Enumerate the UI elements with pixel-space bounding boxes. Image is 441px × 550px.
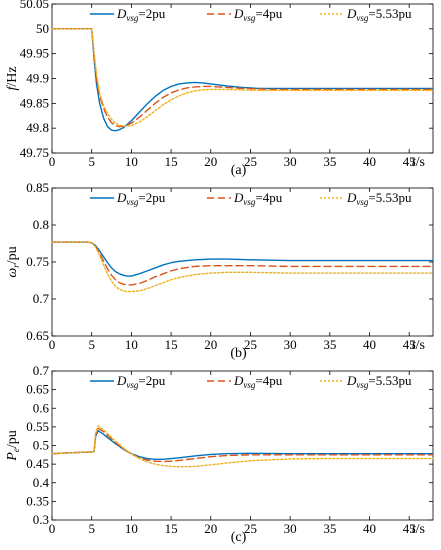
x-tick-label: 5 [88, 337, 95, 352]
series-line-2 [51, 241, 434, 286]
plot-frame [51, 3, 434, 154]
series-line-2 [51, 28, 434, 128]
x-tick-label: 5 [88, 521, 95, 536]
x-tick-label: 25 [244, 521, 257, 536]
svg-text:Pe/pu: Pe/pu [5, 430, 21, 461]
plot-frame [51, 370, 434, 521]
series-line-2 [51, 427, 434, 463]
y-tick-label: 0.45 [26, 456, 49, 471]
x-tick-label: 15 [165, 154, 178, 169]
panel-label: (c) [231, 530, 247, 545]
y-tick-label: 49.95 [20, 46, 49, 61]
x-tick-label: 10 [125, 521, 138, 536]
y-tick-label: 50 [36, 21, 49, 36]
x-tick-label: 45 [403, 337, 416, 352]
x-tick-label: 0 [49, 337, 56, 352]
x-tick-label: 20 [204, 154, 217, 169]
x-tick-label: 15 [165, 521, 178, 536]
x-tick-label: 20 [204, 521, 217, 536]
y-tick-label: 49.8 [26, 120, 49, 135]
y-tick-label: 0.6 [33, 400, 50, 415]
y-axis-label: ωr/pu [5, 246, 21, 277]
x-axis-label: t/s [412, 155, 425, 170]
x-axis-label: t/s [412, 338, 425, 353]
plot-frame [51, 187, 434, 337]
x-tick-label: 15 [165, 337, 178, 352]
series-line-3 [51, 425, 434, 468]
x-tick-label: 20 [204, 337, 217, 352]
x-tick-label: 45 [403, 521, 416, 536]
series-line-3 [51, 28, 434, 127]
y-tick-label: 0.65 [26, 328, 49, 343]
legend-entry-3: Dvsg=5.53pu [346, 190, 412, 207]
x-tick-label: 5 [88, 154, 95, 169]
legend-entry-1: Dvsg=2pu [116, 6, 166, 23]
x-tick-label: 10 [125, 337, 138, 352]
x-tick-label: 45 [403, 154, 416, 169]
y-tick-label: 0.8 [33, 217, 49, 232]
x-tick-label: 25 [244, 337, 257, 352]
y-tick-label: 0.7 [33, 291, 50, 306]
y-tick-label: 0.65 [26, 382, 49, 397]
series-line-3 [51, 241, 434, 293]
y-tick-label: 0.35 [26, 493, 49, 508]
x-tick-label: 30 [284, 154, 297, 169]
y-tick-label: 0.7 [33, 363, 50, 378]
panel-label: (a) [231, 163, 247, 178]
y-tick-label: 0.85 [26, 180, 49, 195]
panel-1: 0 5 10 15 20 25 30 35 40 45 49.75 49.8 49.85 49.9 49.9… [5, 0, 434, 178]
y-axis-label: Pe/pu [5, 430, 21, 461]
y-tick-label: 0.3 [33, 512, 49, 527]
y-tick-label: 0.5 [33, 438, 49, 453]
legend-entry-3: Dvsg=5.53pu [346, 373, 412, 390]
x-tick-label: 40 [363, 337, 376, 352]
x-tick-label: 40 [363, 154, 376, 169]
panel-label: (b) [230, 346, 247, 361]
series-line-1 [51, 241, 434, 277]
legend-entry-2: Dvsg=4pu [233, 373, 283, 390]
legend-entry-1: Dvsg=2pu [116, 373, 166, 390]
legend-entry-1: Dvsg=2pu [116, 190, 166, 207]
series-line-1 [51, 28, 434, 132]
legend-entry-2: Dvsg=4pu [233, 6, 283, 23]
x-tick-label: 35 [323, 337, 336, 352]
svg-text:ωr/pu: ωr/pu [5, 246, 21, 277]
x-tick-label: 0 [49, 154, 56, 169]
legend-entry-3: Dvsg=5.53pu [346, 6, 412, 23]
x-axis-label: t/s [412, 522, 425, 537]
x-tick-label: 35 [323, 154, 336, 169]
x-tick-label: 10 [125, 154, 138, 169]
y-tick-label: 0.75 [26, 254, 49, 269]
svg-text:f/Hz: f/Hz [5, 66, 20, 90]
y-tick-label: 49.9 [26, 71, 49, 86]
x-tick-label: 25 [244, 154, 257, 169]
panel-3: 0 5 10 15 20 25 30 35 40 45 0.3 0.35 0.4 0.45 0.5 0.55 0… [5, 363, 434, 545]
legend-entry-2: Dvsg=4pu [233, 190, 283, 207]
y-tick-label: 49.85 [20, 95, 49, 110]
x-tick-label: 0 [49, 521, 56, 536]
y-tick-label: 0.55 [26, 419, 49, 434]
y-axis-label: f/Hz [5, 66, 20, 90]
y-tick-label: 49.75 [20, 145, 49, 160]
x-tick-label: 40 [363, 521, 376, 536]
x-tick-label: 35 [323, 521, 336, 536]
y-tick-label: 0.4 [33, 475, 50, 490]
x-tick-label: 30 [284, 337, 297, 352]
x-tick-label: 30 [284, 521, 297, 536]
y-tick-label: 50.05 [20, 0, 49, 11]
panel-2: 0 5 10 15 20 25 30 35 40 45 0.65 0.7 0.75 0.8 0.85 t/s ω… [5, 180, 434, 361]
